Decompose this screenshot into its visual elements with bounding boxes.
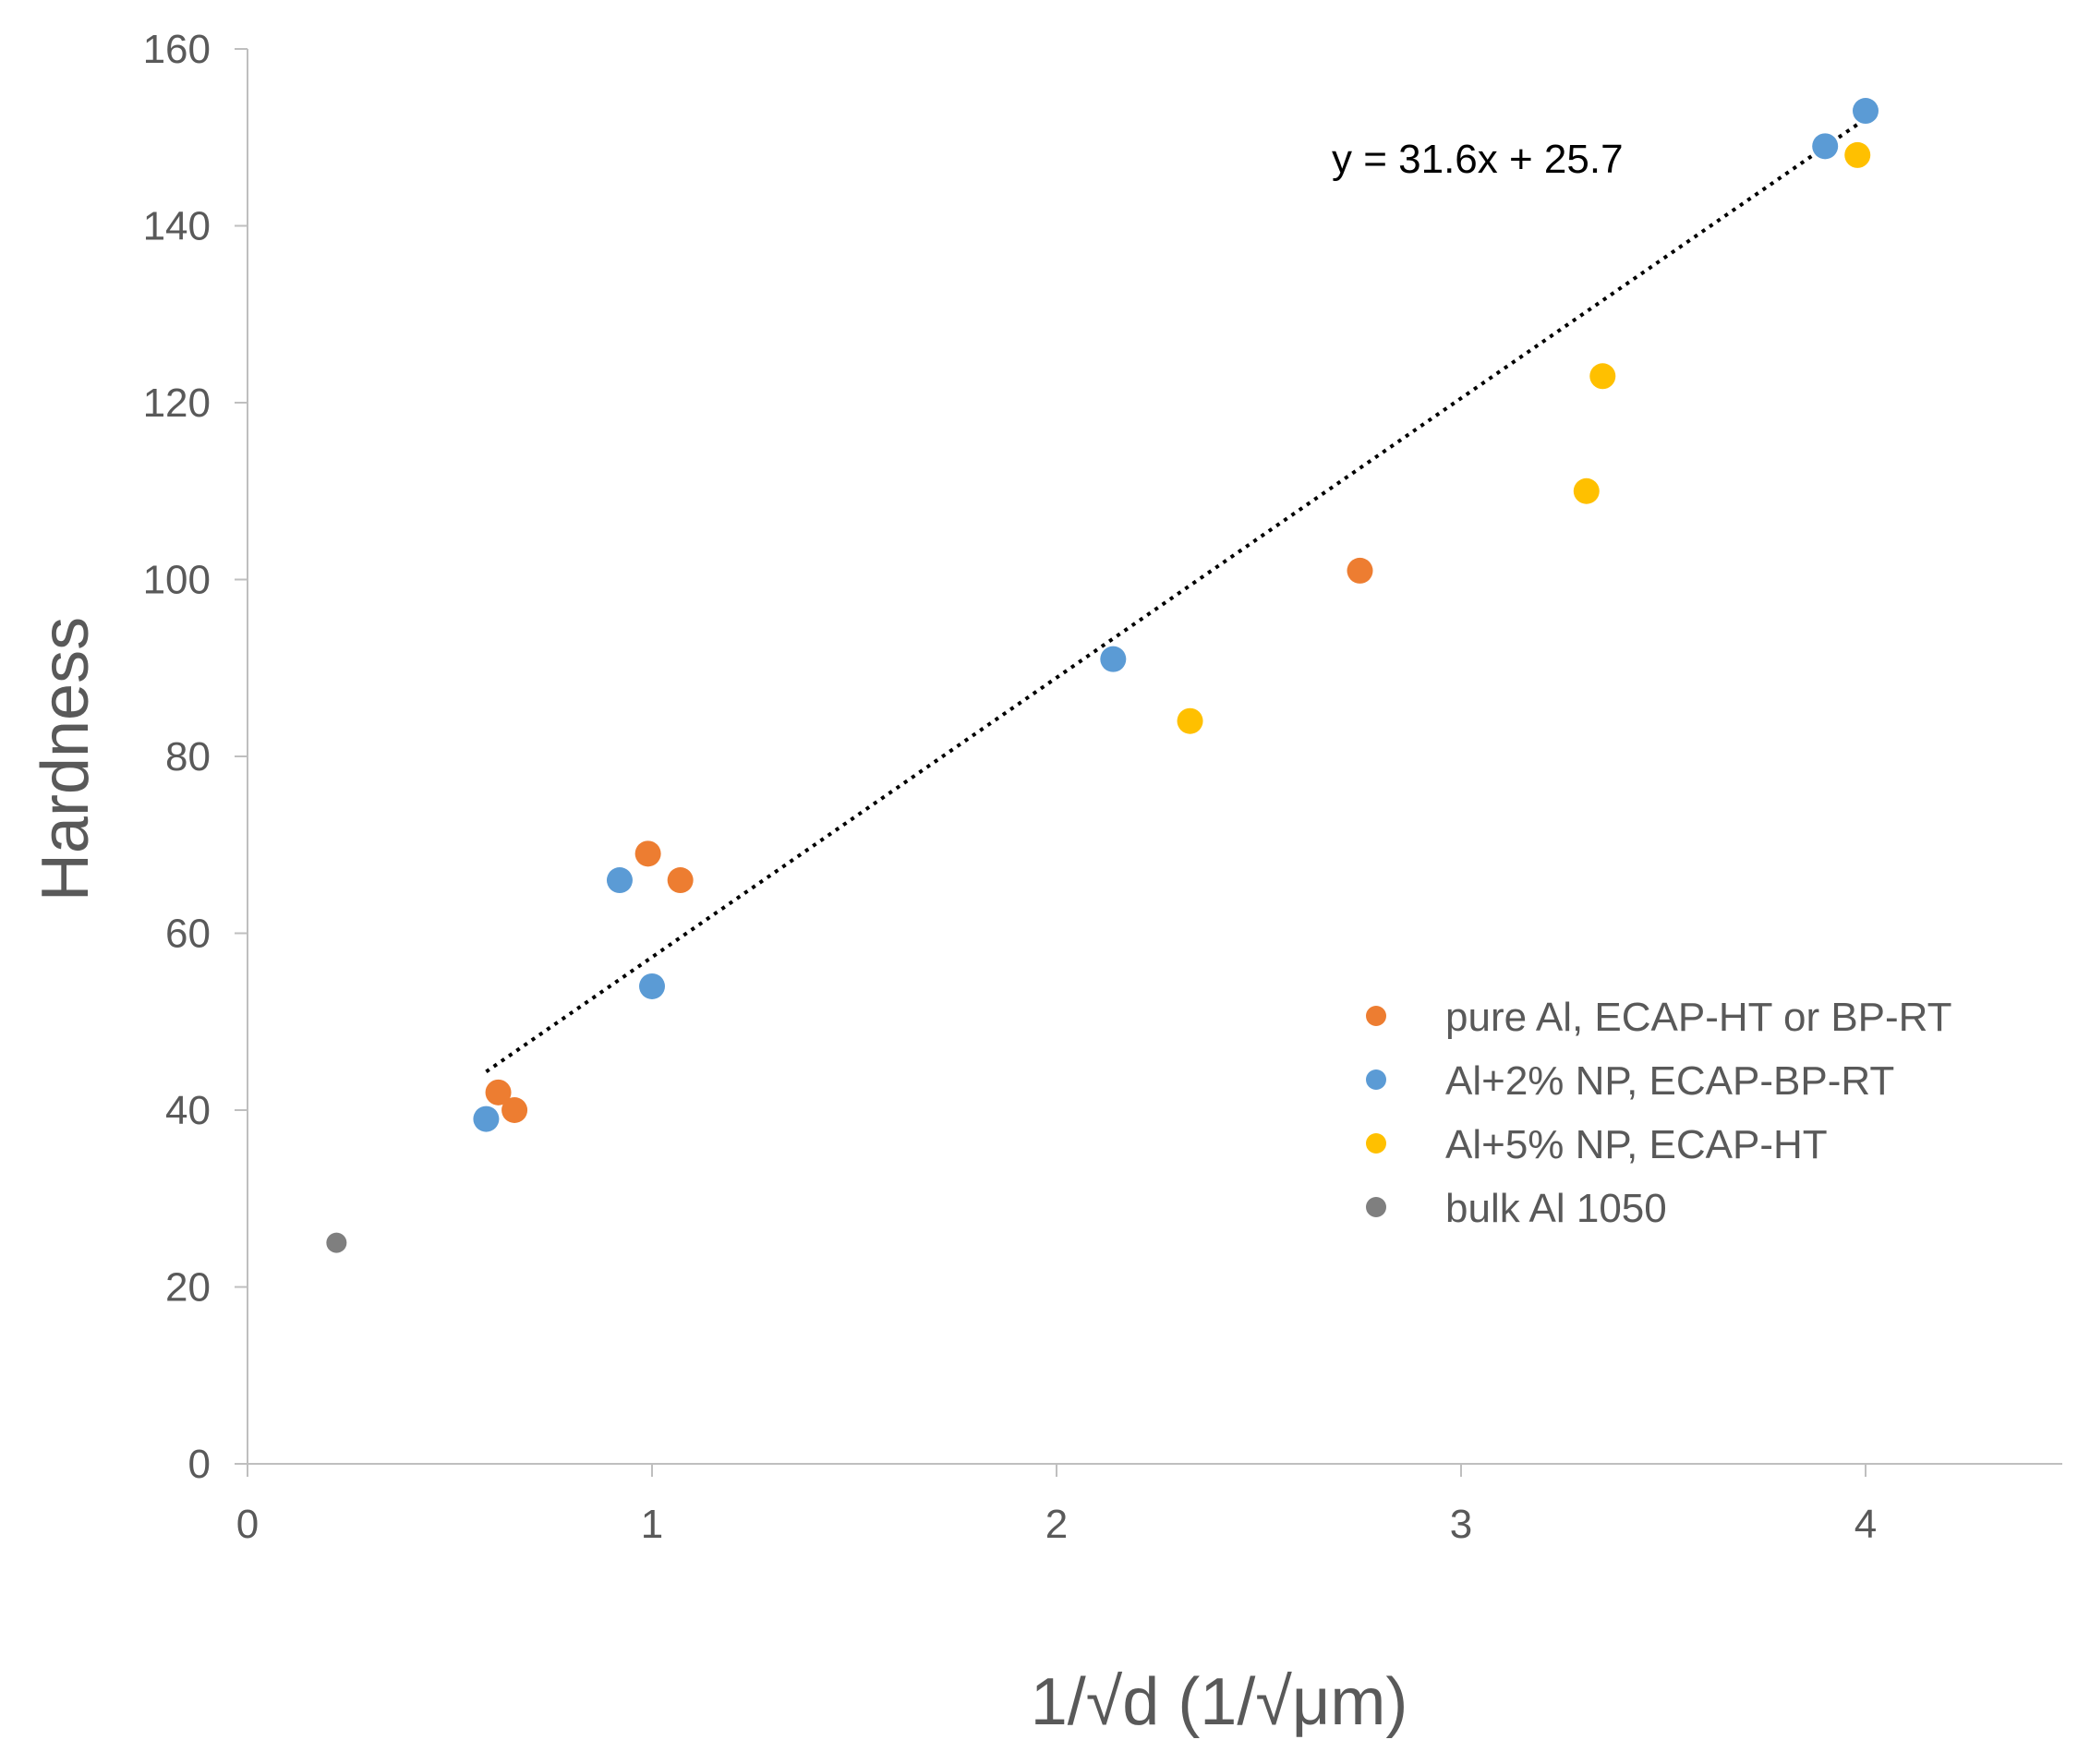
trendline-equation: y = 31.6x + 25.7 xyxy=(1332,137,1624,182)
y-tick-label: 0 xyxy=(188,1442,211,1487)
data-points xyxy=(326,98,1879,1253)
y-tick-label: 60 xyxy=(165,912,211,957)
x-tick-label: 4 xyxy=(1854,1502,1877,1547)
point-al-2-np-ecap-bp-rt xyxy=(1100,646,1127,672)
legend-label-al-5-np-ecap-ht: Al+5% NP, ECAP-HT xyxy=(1445,1122,1828,1167)
point-al-5-np-ecap-ht xyxy=(1589,363,1616,390)
y-ticks: 0 20 40 60 80 100 120 140 160 xyxy=(143,27,248,1487)
legend-marker-bulk-al-1050 xyxy=(1366,1197,1386,1217)
point-al-2-np-ecap-bp-rt xyxy=(1812,133,1839,160)
point-pure-al-ecap-ht-or-bp-rt xyxy=(485,1079,512,1106)
point-pure-al-ecap-ht-or-bp-rt xyxy=(1347,557,1373,584)
point-pure-al-ecap-ht-or-bp-rt xyxy=(501,1097,528,1123)
point-al-2-np-ecap-bp-rt xyxy=(1853,98,1879,125)
point-pure-al-ecap-ht-or-bp-rt xyxy=(667,867,694,894)
y-tick-label: 80 xyxy=(165,734,211,779)
x-tick-label: 0 xyxy=(236,1502,259,1547)
legend-label-pure-al-ecap-ht-or-bp-rt: pure Al, ECAP-HT or BP-RT xyxy=(1445,995,1952,1040)
point-al-2-np-ecap-bp-rt xyxy=(473,1106,500,1132)
legend-marker-al-5-np-ecap-ht xyxy=(1366,1133,1386,1154)
x-ticks: 0 1 2 3 4 xyxy=(236,1464,1877,1547)
y-tick-label: 140 xyxy=(143,204,211,249)
point-al-2-np-ecap-bp-rt xyxy=(606,867,633,894)
x-tick-label: 1 xyxy=(641,1502,663,1547)
legend: pure Al, ECAP-HT or BP-RT Al+2% NP, ECAP-… xyxy=(1366,995,1952,1231)
point-al-2-np-ecap-bp-rt xyxy=(639,973,665,999)
point-al-5-np-ecap-ht xyxy=(1177,707,1203,734)
legend-marker-al-2-np-ecap-bp-rt xyxy=(1366,1069,1386,1090)
y-tick-label: 160 xyxy=(143,27,211,72)
x-tick-label: 3 xyxy=(1450,1502,1472,1547)
y-tick-label: 100 xyxy=(143,558,211,603)
trendline-group xyxy=(485,116,1867,1074)
y-axis-title: Hardness xyxy=(29,617,103,901)
point-pure-al-ecap-ht-or-bp-rt xyxy=(634,840,661,867)
trendline xyxy=(485,116,1867,1074)
point-al-5-np-ecap-ht xyxy=(1573,477,1600,504)
legend-label-al-2-np-ecap-bp-rt: Al+2% NP, ECAP-BP-RT xyxy=(1445,1058,1894,1104)
x-axis-title: 1/√d (1/√μm) xyxy=(1031,1665,1408,1739)
point-al-5-np-ecap-ht xyxy=(1844,141,1871,168)
x-tick-label: 2 xyxy=(1045,1502,1068,1547)
point-bulk-al-1050 xyxy=(326,1232,347,1253)
y-tick-label: 40 xyxy=(165,1088,211,1133)
legend-label-bulk-al-1050: bulk Al 1050 xyxy=(1445,1186,1667,1231)
y-tick-label: 20 xyxy=(165,1265,211,1311)
legend-marker-pure-al-ecap-ht-or-bp-rt xyxy=(1366,1006,1386,1026)
y-tick-label: 120 xyxy=(143,381,211,426)
axes xyxy=(247,49,2062,1465)
